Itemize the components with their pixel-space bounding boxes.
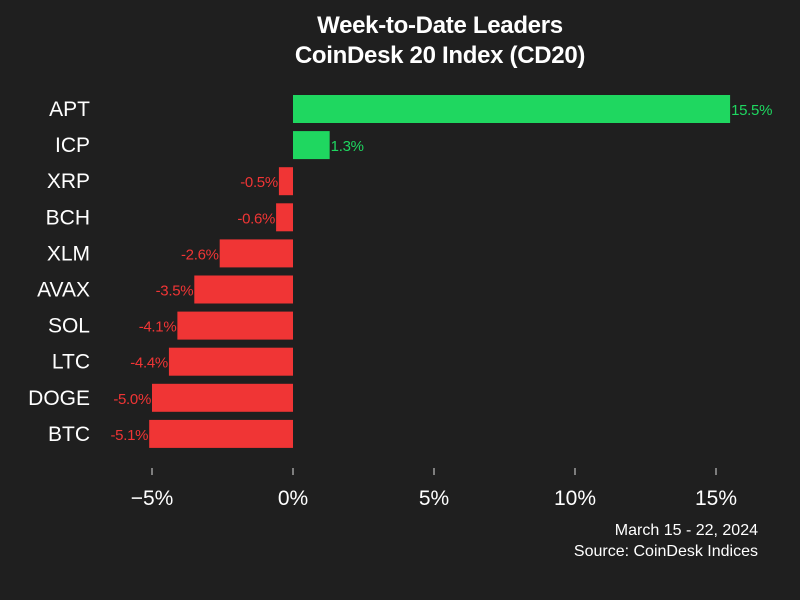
bar <box>276 203 293 232</box>
value-label: -3.5% <box>156 283 194 300</box>
category-label: SOL <box>48 315 90 338</box>
bar <box>194 275 293 304</box>
category-label: BCH <box>46 206 90 229</box>
value-label: 15.5% <box>731 102 772 119</box>
bar <box>149 419 293 448</box>
category-label: DOGE <box>28 387 90 410</box>
category-label: APT <box>49 98 90 121</box>
bar <box>293 95 731 123</box>
bar <box>168 347 293 376</box>
category-label: AVAX <box>37 279 90 302</box>
x-tick-label: 0% <box>278 487 308 510</box>
bar <box>293 131 330 160</box>
bar <box>219 239 293 268</box>
x-tick-label: 5% <box>419 487 449 510</box>
chart-title: Week-to-Date Leaders <box>317 12 563 39</box>
category-label: BTC <box>48 423 90 446</box>
category-label: XLM <box>47 242 90 265</box>
value-label: -4.1% <box>139 319 177 336</box>
value-label: -0.5% <box>240 174 278 191</box>
value-label: -0.6% <box>237 210 275 227</box>
category-label: ICP <box>55 134 90 157</box>
value-label: -2.6% <box>181 246 219 263</box>
x-tick-label: 15% <box>695 487 737 510</box>
date-range: March 15 - 22, 2024 <box>614 522 758 539</box>
bar <box>278 167 293 196</box>
chart-subtitle: CoinDesk 20 Index (CD20) <box>294 42 586 69</box>
category-label: XRP <box>47 170 90 193</box>
bar <box>152 383 293 412</box>
source-note: Source: CoinDesk Indices <box>573 543 758 560</box>
value-label: 1.3% <box>331 138 364 155</box>
x-tick-label: 10% <box>554 487 596 510</box>
bar <box>177 311 293 340</box>
value-label: -4.4% <box>130 355 168 372</box>
category-label: LTC <box>52 351 90 374</box>
value-label: -5.1% <box>110 427 148 444</box>
x-tick-label: −5% <box>131 487 174 510</box>
value-label: -5.0% <box>113 391 151 408</box>
